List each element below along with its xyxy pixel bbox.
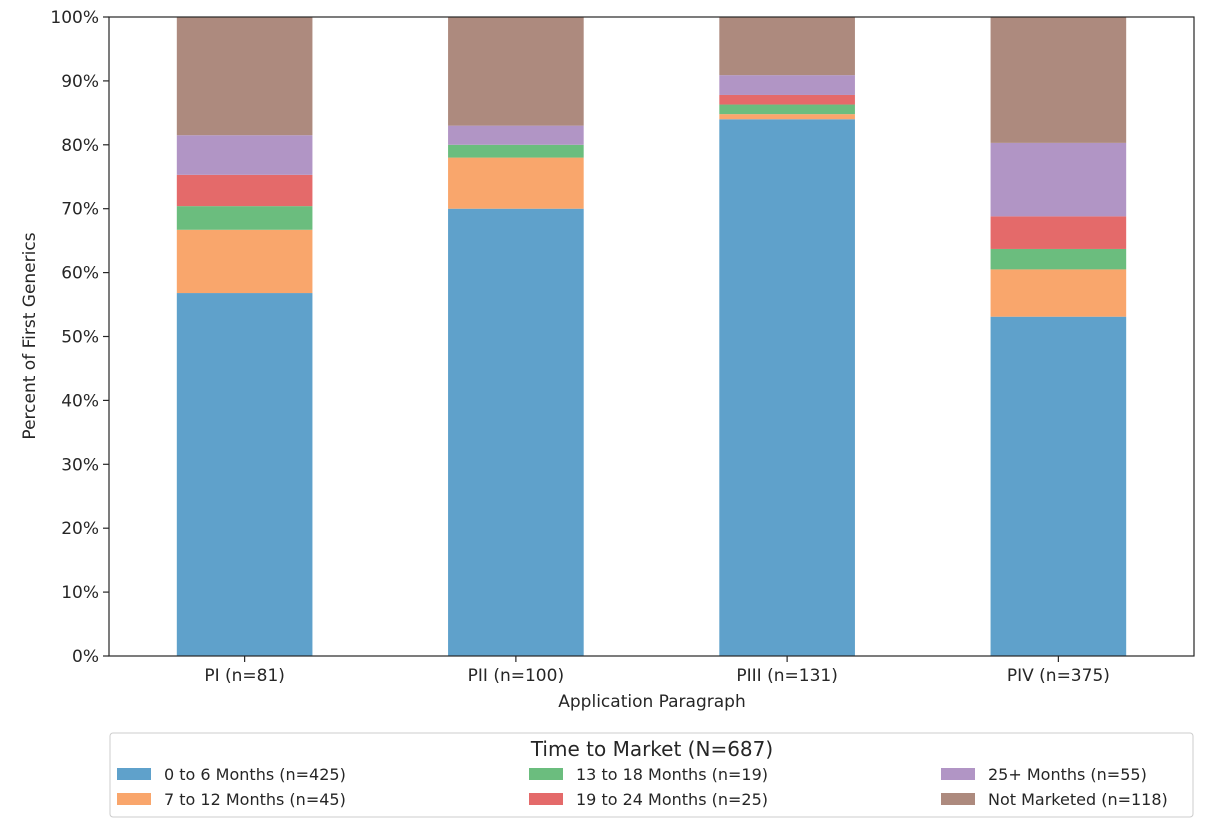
legend-items: 0 to 6 Months (n=425) 7 to 12 Months (n=4… [117,765,1168,809]
y-tick-label: 70% [61,200,99,220]
plot-frame [108,16,1195,657]
x-axis-label: Application Paragraph [558,692,745,712]
y-tick-label: 30% [61,455,99,475]
y-tick-label: 0% [72,647,99,667]
legend-label: Not Marketed (n=118) [988,790,1168,809]
y-tick-label: 90% [61,72,99,92]
bar-segment-pi-n-81-25-months-n-55 [176,135,313,175]
x-tick-label: PIII (n=131) [736,666,837,686]
bar-segment-pi-n-81-13-to-18-months-n-19 [176,206,313,230]
x-axis-ticks: PI (n=81) PII (n=100) PIII (n=131) PIV (n=3… [204,656,1110,686]
y-tick-label: 100% [50,8,99,28]
bar-segment-piii-n-131-25-months-n-55 [719,75,855,95]
bar-segment-pii-n-100-13-to-18-months-n-19 [448,144,584,158]
legend-swatch-13-to-18-months-n-19 [529,768,563,780]
bar-segment-pii-n-100-7-to-12-months-n-45 [448,157,584,209]
x-tick-label: PIV (n=375) [1007,666,1110,686]
legend-swatch-0-to-6-months-n-425 [117,768,151,780]
bar-segment-piii-n-131-19-to-24-months-n-25 [719,94,855,105]
x-tick-label: PII (n=100) [468,666,564,686]
bar-segment-piv-n-375-not-marketed-n-118 [990,17,1127,143]
y-axis-label: Percent of First Generics [20,232,40,439]
y-tick-label: 10% [61,583,99,603]
legend: Time to Market (N=687) 0 to 6 Months (n=… [109,732,1194,818]
bar-segment-pi-n-81-7-to-12-months-n-45 [176,229,313,294]
bar-segment-piv-n-375-7-to-12-months-n-45 [990,269,1127,317]
legend-title: Time to Market (N=687) [530,737,773,761]
legend-label: 13 to 18 Months (n=19) [576,765,768,784]
y-tick-label: 60% [61,264,99,284]
bar-segment-piv-n-375-0-to-6-months-n-425 [990,316,1127,656]
y-tick-label: 80% [61,136,99,156]
y-tick-label: 50% [61,328,99,348]
bar-segment-pii-n-100-25-months-n-55 [448,125,584,145]
legend-label: 25+ Months (n=55) [988,765,1147,784]
x-tick-label: PI (n=81) [204,666,285,686]
legend-label: 7 to 12 Months (n=45) [164,790,346,809]
bar-segment-piii-n-131-not-marketed-n-118 [719,17,855,76]
bar-segment-piv-n-375-25-months-n-55 [990,142,1127,217]
bar-segment-piii-n-131-0-to-6-months-n-425 [719,119,855,657]
legend-swatch-25-months-n-55 [941,768,975,780]
bar-segment-pi-n-81-19-to-24-months-n-25 [176,174,313,207]
legend-label: 19 to 24 Months (n=25) [576,790,768,809]
bar-segment-piv-n-375-13-to-18-months-n-19 [990,248,1127,270]
legend-swatch-19-to-24-months-n-25 [529,793,563,805]
y-tick-label: 20% [61,519,99,539]
bar-segment-pii-n-100-0-to-6-months-n-425 [448,208,584,656]
bar-segment-piii-n-131-13-to-18-months-n-19 [719,104,855,115]
bar-segment-piv-n-375-19-to-24-months-n-25 [990,216,1127,249]
y-axis-ticks: 0% 10% 20% 30% 40% 50% 60% 70% 80% 90% 100% [50,8,109,667]
legend-label: 0 to 6 Months (n=425) [164,765,346,784]
y-tick-label: 40% [61,391,99,411]
legend-box [109,732,1194,818]
legend-swatch-not-marketed-n-118 [941,793,975,805]
bar-segment-piii-n-131-7-to-12-months-n-45 [719,114,855,120]
legend-swatch-7-to-12-months-n-45 [117,793,151,805]
bars-group [176,17,1127,657]
bar-segment-pii-n-100-not-marketed-n-118 [448,17,584,126]
bar-segment-pi-n-81-0-to-6-months-n-425 [176,293,313,656]
bar-segment-pi-n-81-not-marketed-n-118 [176,17,313,136]
